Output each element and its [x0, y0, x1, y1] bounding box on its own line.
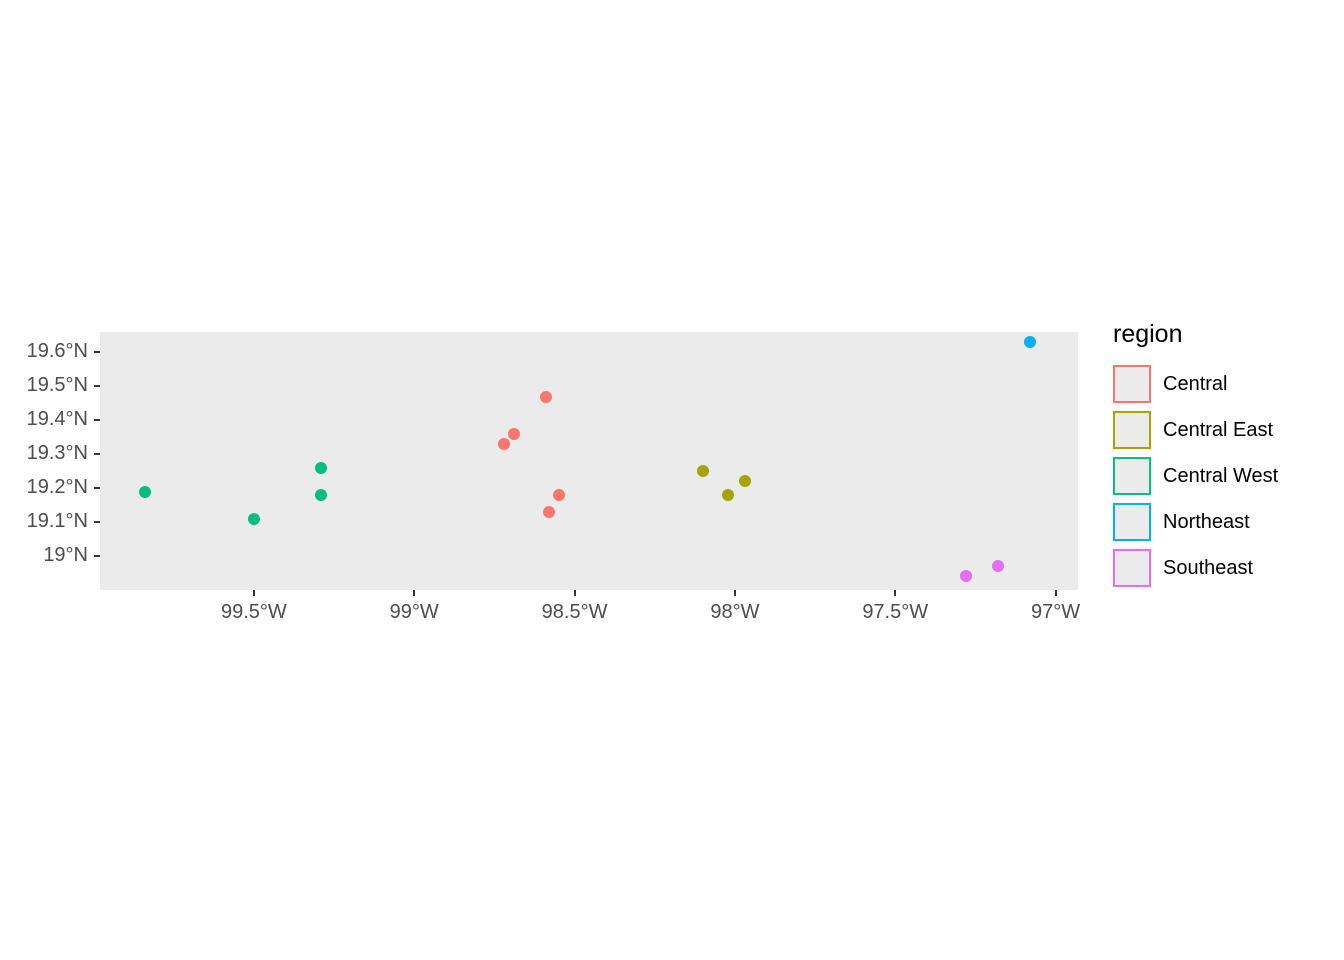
data-point-northeast — [1023, 336, 1036, 349]
data-point-central — [507, 427, 520, 440]
legend-label: Central — [1163, 372, 1228, 395]
legend-entries: Central Central East Central West Northeast… — [1113, 365, 1278, 587]
legend-label: Central West — [1163, 464, 1279, 487]
legend-label: Southeast — [1163, 556, 1254, 579]
y-tick-label: 19°N — [43, 544, 88, 567]
x-tick-mark — [733, 590, 736, 596]
legend-entry-central-east: Central East — [1113, 411, 1278, 449]
x-tick-label: 99°W — [389, 601, 439, 623]
data-point-central-west — [315, 461, 328, 474]
x-tick-label: 97.5°W — [862, 601, 929, 623]
legend-entry-northeast: Northeast — [1113, 503, 1278, 541]
x-tick-mark — [573, 590, 576, 596]
x-tick-label: 98°W — [710, 601, 760, 623]
plot-panel — [100, 332, 1078, 590]
legend-key-central-east — [1113, 411, 1151, 449]
y-tick-label: 19.1°N — [26, 510, 88, 533]
legend-entry-central-west: Central West — [1113, 457, 1278, 495]
data-point-central-west — [315, 488, 328, 501]
data-point-central-east — [696, 465, 709, 478]
y-tick-label: 19.3°N — [26, 442, 88, 465]
y-tick-mark — [94, 521, 100, 524]
data-point-central — [498, 438, 511, 451]
data-point-central-west — [138, 485, 151, 498]
x-tick-mark — [252, 590, 255, 596]
data-point-central — [539, 390, 552, 403]
legend-entry-central: Central — [1113, 365, 1278, 403]
legend: region Central Central East Central West No… — [1113, 320, 1278, 595]
legend-key-central-west — [1113, 457, 1151, 495]
legend-title: region — [1113, 320, 1183, 348]
legend-label: Northeast — [1163, 510, 1250, 533]
y-tick-label: 19.5°N — [26, 374, 88, 397]
x-tick-label: 99.5°W — [221, 601, 287, 623]
data-point-central — [542, 505, 555, 518]
data-point-central-east — [738, 475, 751, 488]
y-tick-label: 19.2°N — [26, 476, 88, 499]
legend-key-northeast — [1113, 503, 1151, 541]
legend-entry-southeast: Southeast — [1113, 549, 1278, 587]
y-tick-mark — [94, 453, 100, 456]
data-point-southeast — [991, 560, 1004, 573]
y-tick-mark — [94, 419, 100, 422]
data-point-central — [552, 488, 565, 501]
legend-key-southeast — [1113, 549, 1151, 587]
data-point-central-east — [722, 488, 735, 501]
data-point-central-west — [247, 512, 260, 525]
y-tick-mark — [94, 487, 100, 490]
y-tick-label: 19.4°N — [26, 408, 88, 431]
x-tick-mark — [1054, 590, 1057, 596]
y-tick-mark — [94, 351, 100, 354]
y-tick-mark — [94, 555, 100, 558]
x-tick-mark — [413, 590, 416, 596]
legend-key-central — [1113, 365, 1151, 403]
y-tick-mark — [94, 385, 100, 388]
x-tick-label: 98.5°W — [541, 601, 608, 623]
legend-label: Central East — [1163, 418, 1274, 441]
x-tick-label: 97°W — [1030, 601, 1081, 623]
y-tick-label: 19.6°N — [26, 340, 88, 363]
x-tick-mark — [894, 590, 897, 596]
data-point-southeast — [959, 570, 972, 583]
